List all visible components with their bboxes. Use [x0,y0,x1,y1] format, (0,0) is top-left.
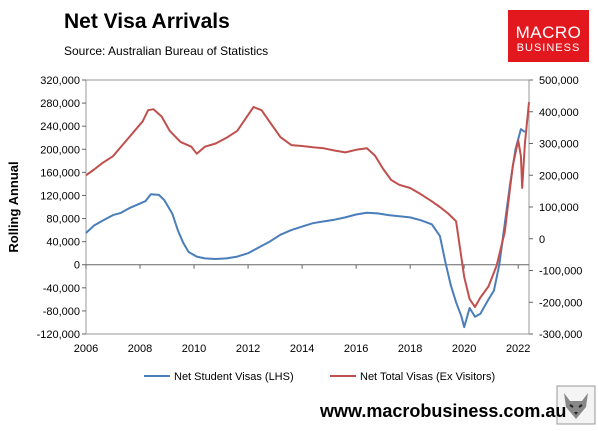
y2-tick-label: 200,000 [539,170,579,182]
y2-tick-label: -300,000 [539,329,582,341]
y2-tick-label: 0 [539,234,545,246]
y2-tick-label: -100,000 [539,266,582,278]
x-tick-label: 2012 [236,343,260,355]
y2-tick-label: 400,000 [539,107,579,119]
plot-frame [85,79,530,335]
macrobusiness-logo: MACRO BUSINESS [508,10,589,62]
y-tick-label: 200,000 [40,144,80,156]
x-tick-label: 2010 [182,343,206,355]
y-tick-label: 240,000 [40,121,80,133]
chart-title: Net Visa Arrivals [64,10,230,33]
series-line-1 [85,128,526,329]
y-tick-label: 40,000 [46,237,80,249]
y-tick-label: -80,000 [43,306,80,318]
y2-tick-label: 100,000 [539,202,579,214]
chart-source: Source: Australian Bureau of Statistics [64,44,269,58]
y-tick-label: -40,000 [43,283,80,295]
y-tick-label: 120,000 [40,190,80,202]
y2-tick-label: 300,000 [539,139,579,151]
wolf-icon [556,385,596,425]
y2-tick-label: 500,000 [539,75,579,87]
x-tick-label: 2006 [74,343,98,355]
y-tick-label: -120,000 [37,329,80,341]
x-tick-label: 2018 [398,343,422,355]
y2-tick-label: -200,000 [539,297,582,309]
y-tick-label: 160,000 [40,167,80,179]
logo-line-1: MACRO [515,23,582,42]
x-tick-label: 2022 [506,343,530,355]
x-tick-label: 2016 [344,343,368,355]
y-tick-label: 320,000 [40,75,80,87]
y-tick-label: 80,000 [46,214,80,226]
x-tick-label: 2008 [128,343,152,355]
x-tick-label: 2014 [290,343,314,355]
y-axis-label: Rolling Annual [6,161,21,252]
x-tick-label: 2020 [452,343,476,355]
legend-label: Net Total Visas (Ex Visitors) [360,371,495,383]
y-tick-label: 0 [74,260,80,272]
legend-label: Net Student Visas (LHS) [174,371,294,383]
series-line-2 [85,102,530,308]
y-tick-label: 280,000 [40,98,80,110]
website-url: www.macrobusiness.com.au [320,401,567,421]
logo-line-2: BUSINESS [516,42,581,54]
